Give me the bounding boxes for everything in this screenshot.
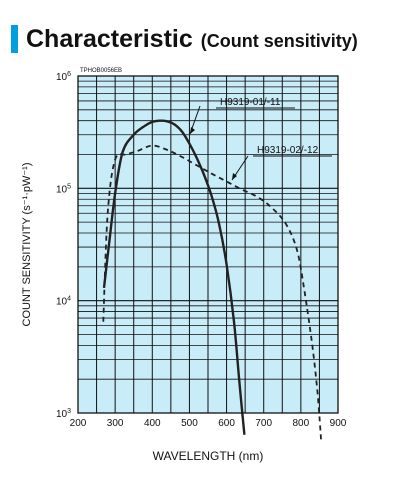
series-label-1: H9319-02/-12 <box>257 145 319 156</box>
series-line-0 <box>102 119 246 435</box>
x-axis-label: WAVELENGTH (nm) <box>153 449 264 463</box>
y-tick-label: 104 <box>56 296 71 308</box>
x-tick-label: 700 <box>255 418 272 429</box>
x-tick-label: 300 <box>107 418 124 429</box>
series-leader-arrow <box>190 127 195 134</box>
chart-subtitle: (Count sensitivity) <box>200 30 358 51</box>
x-tick-label: 200 <box>70 418 87 429</box>
chart-title: Characteristic <box>26 24 193 53</box>
figure-code: TPHOB0056EB <box>80 68 122 74</box>
x-tick-label: 500 <box>181 418 198 429</box>
series-leader-arrow <box>232 173 237 180</box>
x-tick-label: 400 <box>144 418 161 429</box>
plot-frame <box>77 75 339 414</box>
series-layer: H9319-01/-11 H9319-02/-12 <box>102 97 332 444</box>
x-tick-label: 800 <box>293 418 310 429</box>
y-tick-label: 106 <box>56 71 71 83</box>
series-label-0: H9319-01/-11 <box>220 97 281 108</box>
y-tick-label: 105 <box>56 183 71 195</box>
grid-lines <box>78 76 338 413</box>
x-tick-label: 600 <box>218 418 235 429</box>
x-tick-label: 900 <box>330 418 347 429</box>
title-accent-bar <box>11 25 18 53</box>
series-line-1 <box>102 144 323 444</box>
chart-header: Characteristic (Count sensitivity) <box>11 24 358 54</box>
y-axis-label: COUNT SENSITIVITY (s⁻¹·pW⁻¹) <box>21 163 33 327</box>
